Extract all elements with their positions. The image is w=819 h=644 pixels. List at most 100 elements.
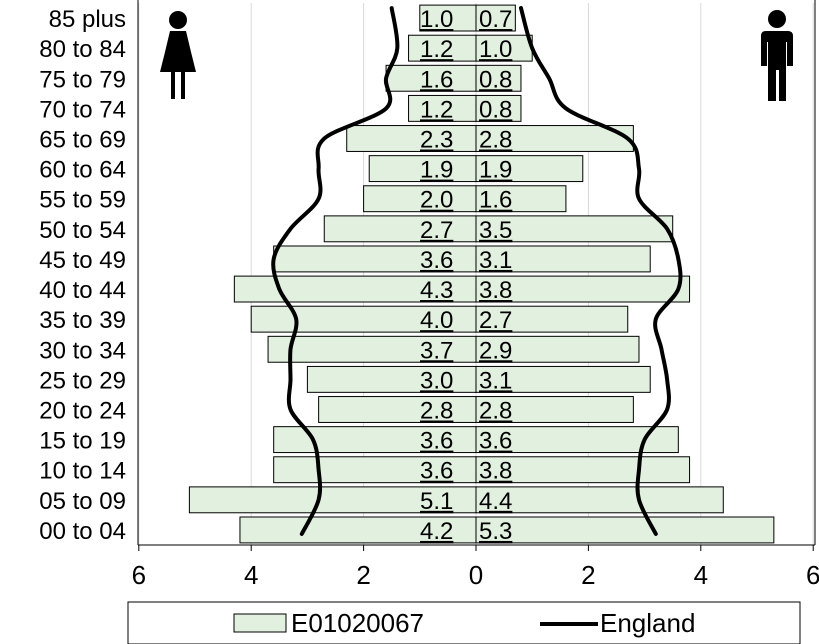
bar-label-male: 4.4 [479, 488, 512, 515]
bar-male-75-to-79 [475, 64, 522, 92]
bar-male-85-plus [475, 4, 516, 32]
female-figure-icon [160, 11, 196, 99]
y-label: 70 to 74 [39, 96, 126, 123]
bar-male-70-to-74 [475, 94, 522, 122]
bar-label-female: 3.6 [420, 247, 453, 274]
england-lines [271, 6, 683, 536]
england-line-female [271, 6, 400, 536]
bar-female-20-to-24 [318, 396, 477, 423]
england-line-male [519, 6, 683, 536]
bar-female-45-to-49 [273, 245, 477, 273]
x-axis: 6 4 2 0 2 4 6 [132, 0, 819, 590]
y-axis-labels: 00 to 04 05 to 09 10 to 14 15 to 19 20 to 24… [39, 6, 126, 545]
y-label: 80 to 84 [39, 36, 126, 63]
bar-label-female: 3.6 [420, 458, 453, 485]
legend-label-england: England [600, 608, 695, 638]
bar-label-female: 2.7 [420, 217, 453, 244]
bar-label-female: 4.3 [420, 277, 453, 304]
bar-male-60-to-64 [475, 155, 584, 183]
bar-label-female: 2.3 [420, 127, 453, 154]
bar-label-female: 1.2 [420, 36, 453, 63]
bar-male-20-to-24 [475, 396, 634, 423]
bar-male-00-to-04 [475, 516, 775, 544]
y-label: 10 to 14 [39, 458, 126, 485]
bar-male-45-to-49 [475, 245, 651, 273]
bar-label-male: 3.8 [479, 277, 512, 304]
bar-label-female: 3.7 [420, 337, 453, 364]
x-tick-label: 0 [469, 560, 483, 590]
bar-label-male: 3.1 [479, 247, 512, 274]
bar-label-male: 2.8 [479, 127, 512, 154]
male-figure-icon [761, 10, 793, 101]
x-tick-label: 4 [244, 560, 258, 590]
bar-female-65-to-69 [346, 125, 477, 152]
bar-female-35-to-39 [250, 305, 477, 333]
y-label: 60 to 64 [39, 157, 126, 184]
bars [188, 4, 775, 544]
bar-female-30-to-34 [267, 335, 477, 363]
bar-label-female: 1.0 [420, 6, 453, 33]
y-label: 65 to 69 [39, 127, 126, 154]
bar-label-male: 3.6 [479, 428, 512, 455]
bar-label-female: 1.6 [420, 66, 453, 93]
bar-label-male: 2.7 [479, 307, 512, 334]
y-label: 55 to 59 [39, 187, 126, 214]
bar-label-male: 3.1 [479, 367, 512, 394]
bar-female-60-to-64 [368, 155, 477, 183]
bar-female-00-to-04 [239, 516, 477, 544]
bar-label-male: 2.8 [479, 398, 512, 425]
y-label: 15 to 19 [39, 428, 126, 455]
bar-male-05-to-09 [475, 486, 724, 514]
y-label: 05 to 09 [39, 488, 126, 515]
bar-female-55-to-59 [363, 185, 477, 213]
bar-label-female: 1.2 [420, 96, 453, 123]
bar-label-female: 2.0 [420, 187, 453, 214]
bar-label-male: 2.9 [479, 337, 512, 364]
bar-label-female: 3.6 [420, 428, 453, 455]
bar-male-55-to-59 [475, 185, 567, 213]
bar-female-10-to-14 [273, 456, 477, 484]
bar-label-female: 4.2 [420, 518, 453, 545]
bar-label-male: 1.6 [479, 187, 512, 214]
bar-male-10-to-14 [475, 456, 691, 484]
bar-male-35-to-39 [475, 305, 629, 333]
legend-frame [127, 601, 801, 644]
bar-label-male: 3.8 [479, 458, 512, 485]
bar-label-male: 0.7 [479, 6, 512, 33]
bar-labels: 4.2 5.3 5.1 4.4 3.6 3.8 3.6 3.6 2.8 2.8 3.0 3.1 3.7 2… [420, 6, 512, 545]
bar-label-male: 0.8 [479, 66, 512, 93]
bar-label-male: 3.5 [479, 217, 512, 244]
y-label: 85 plus [49, 6, 126, 33]
bar-female-85-plus [419, 4, 477, 32]
legend-label-E01020067: E01020067 [291, 608, 424, 638]
y-label: 00 to 04 [39, 518, 126, 545]
bar-male-25-to-29 [475, 365, 651, 393]
bar-label-female: 5.1 [420, 488, 453, 515]
bar-male-50-to-54 [475, 215, 674, 243]
y-label: 75 to 79 [39, 66, 126, 93]
bar-female-70-to-74 [408, 94, 477, 122]
bar-female-80-to-84 [408, 34, 477, 62]
x-tick-label: 6 [132, 560, 146, 590]
bar-male-65-to-69 [475, 125, 634, 152]
y-label: 50 to 54 [39, 217, 126, 244]
x-tick-label: 4 [694, 560, 708, 590]
bar-label-male: 0.8 [479, 96, 512, 123]
y-label: 30 to 34 [39, 337, 126, 364]
legend: E01020067 England [127, 601, 801, 644]
bar-female-05-to-09 [188, 486, 477, 514]
bar-male-30-to-34 [475, 335, 640, 363]
bar-label-female: 4.0 [420, 307, 453, 334]
bar-female-25-to-29 [306, 365, 477, 393]
bar-label-female: 3.0 [420, 367, 453, 394]
bar-label-male: 1.0 [479, 36, 512, 63]
x-tick-label: 2 [581, 560, 595, 590]
legend-swatch-E01020067 [233, 613, 287, 633]
bar-label-female: 2.8 [420, 398, 453, 425]
bar-label-male: 1.9 [479, 157, 512, 184]
bar-male-40-to-44 [475, 275, 691, 303]
bar-label-female: 1.9 [420, 157, 453, 184]
bar-label-male: 5.3 [479, 518, 512, 545]
bar-female-50-to-54 [323, 215, 477, 243]
